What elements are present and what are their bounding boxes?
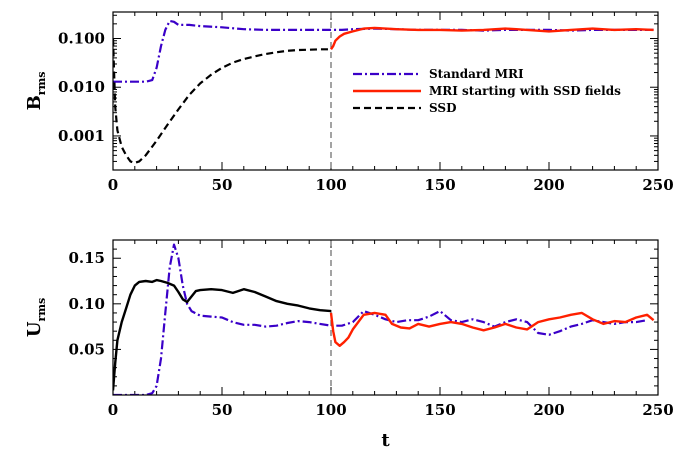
x-tick-label: 100 — [315, 401, 346, 419]
legend-label: MRI starting with SSD fields — [429, 84, 621, 98]
bottom-panel-urms: 0 50 100 150 200 250 0.05 0.10 0.15 Urms t — [24, 239, 674, 451]
plot-frame — [112, 239, 659, 396]
y-tick-label: 0.10 — [68, 295, 105, 313]
y-tick-label: 0.001 — [58, 127, 105, 145]
y-tick-label: 0.100 — [58, 30, 105, 48]
y-axis-title-subscript: rms — [35, 298, 48, 322]
x-tick-label: 250 — [642, 176, 673, 194]
y-axis-title-main: U — [24, 321, 45, 337]
x-tick-label: 150 — [424, 176, 455, 194]
series-line-ssd — [113, 38, 331, 164]
series-line-mri-starting-with-ssd-fields — [330, 26, 654, 50]
y-axis-title-main: B — [24, 95, 45, 110]
legend-label: SSD — [429, 101, 456, 115]
series-line-ssd — [113, 278, 332, 391]
series-line-mri-starting-with-ssd-fields — [329, 311, 655, 347]
series-line-standard-mri — [113, 243, 648, 395]
x-tick-label: 250 — [642, 401, 673, 419]
x-tick-label: 50 — [212, 176, 233, 194]
y-axis-title: Brms — [24, 72, 48, 111]
x-tick-label: 0 — [108, 176, 118, 194]
x-tick-label: 150 — [424, 401, 455, 419]
legend-label: Standard MRI — [429, 67, 524, 81]
x-tick-label: 0 — [108, 401, 118, 419]
y-tick-label: 0.05 — [68, 340, 105, 358]
top-panel-brms: 0 50 100 150 200 250 0.001 0.010 0.100 Brms Standa… — [24, 11, 674, 194]
y-axis-title-subscript: rms — [35, 72, 48, 96]
y-axis-title: Urms — [24, 298, 48, 337]
y-tick-label: 0.010 — [58, 78, 105, 96]
y-tick-label: 0.15 — [68, 249, 105, 267]
plot-frame — [112, 11, 659, 171]
x-tick-label: 100 — [315, 176, 346, 194]
x-tick-label: 50 — [212, 401, 233, 419]
x-axis-title: t — [381, 430, 390, 451]
x-tick-label: 200 — [533, 176, 564, 194]
x-tick-label: 200 — [533, 401, 564, 419]
